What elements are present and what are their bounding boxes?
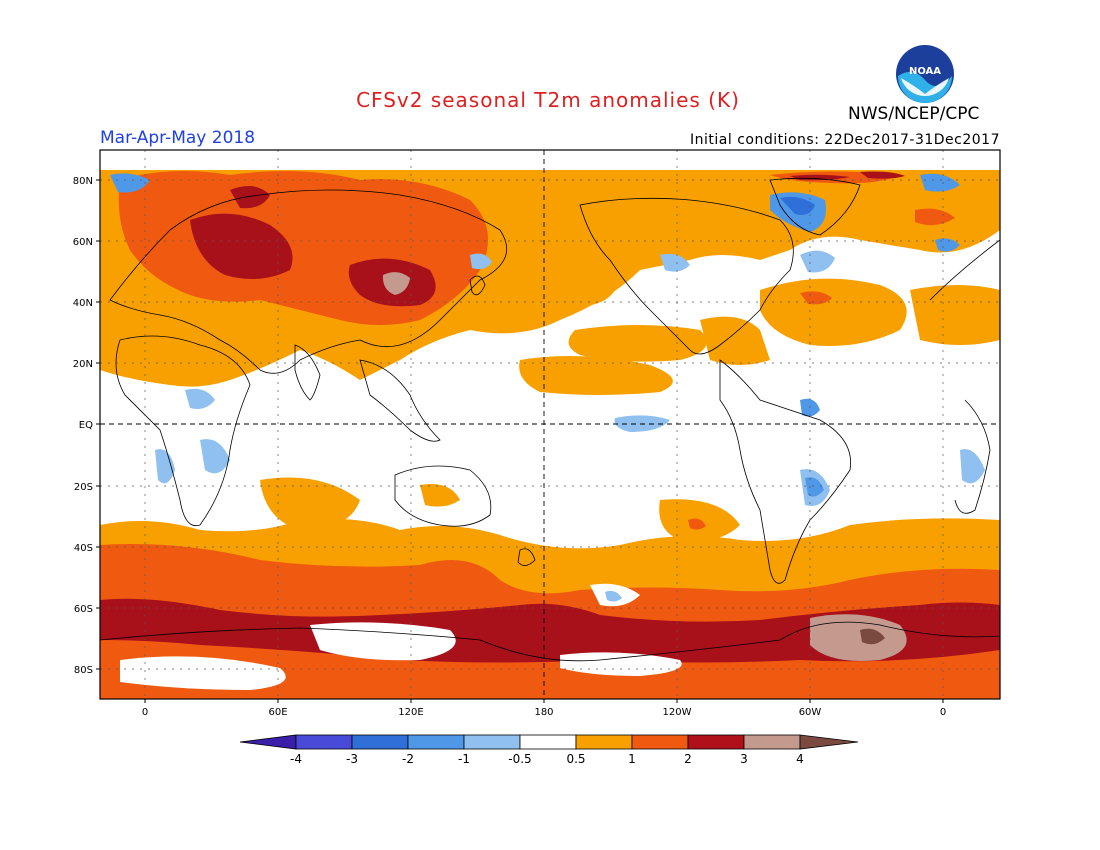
hot-region-central-asia	[190, 213, 293, 279]
colorbar-swatch	[351, 734, 409, 750]
africa-outline	[115, 335, 251, 527]
coastlines	[100, 177, 1000, 662]
colorbar-swatch	[743, 734, 801, 750]
warm-region-arctic	[580, 170, 1000, 208]
australia-outline	[394, 465, 492, 527]
logo-text: NOAA	[909, 66, 941, 77]
lat-label: 60N	[73, 237, 93, 248]
anomaly-field	[100, 150, 1000, 699]
lat-label: 40S	[74, 543, 93, 554]
colorbar-swatch	[463, 734, 521, 750]
colorbar-swatch	[575, 734, 633, 750]
colorbar-label: 3	[740, 752, 748, 766]
lat-label: 40N	[73, 298, 93, 309]
lat-label: EQ	[79, 420, 93, 431]
lon-label: 120E	[398, 707, 423, 718]
lat-label: 20N	[73, 359, 93, 370]
colorbar-swatch	[631, 734, 689, 750]
colorbar-swatch	[295, 734, 353, 750]
lon-label: 120W	[663, 707, 692, 718]
lat-label: 60S	[74, 604, 93, 615]
colorbar-label: 0.5	[566, 752, 585, 766]
colorbar-label: 2	[684, 752, 692, 766]
north-america-outline	[579, 197, 794, 355]
agency-label: NWS/NCEP/CPC	[848, 104, 980, 124]
colorbar-label: -4	[290, 752, 302, 766]
map-title: CFSv2 seasonal T2m anomalies (K)	[0, 88, 1100, 112]
extreme-region-mongolia	[382, 272, 410, 295]
forecast-period: Mar-Apr-May 2018	[100, 128, 256, 148]
colorbar-label: -2	[402, 752, 414, 766]
lon-label: 60E	[268, 707, 287, 718]
lon-label: 180	[534, 707, 553, 718]
colorbar-swatch	[799, 734, 859, 750]
lat-label: 20S	[74, 482, 93, 493]
noaa-logo: NOAA	[896, 45, 954, 103]
colorbar-swatch	[687, 734, 745, 750]
lat-label: 80N	[73, 176, 93, 187]
colorbar-swatch	[407, 734, 465, 750]
colorbar	[239, 734, 859, 750]
colorbar-label: 1	[628, 752, 636, 766]
lon-label: 0	[940, 707, 946, 718]
lon-label: 0	[142, 707, 148, 718]
colorbar-swatch	[519, 734, 577, 750]
colorbar-label: 4	[796, 752, 804, 766]
lon-label: 60W	[799, 707, 822, 718]
eurasia-outline	[109, 189, 508, 374]
graticule	[100, 150, 1000, 699]
initial-conditions: Initial conditions: 22Dec2017-31Dec2017	[690, 132, 1000, 148]
lat-label: 80S	[74, 665, 93, 676]
colorbar-label: -1	[458, 752, 470, 766]
map-title-text: CFSv2 seasonal T2m anomalies (K)	[356, 88, 740, 112]
south-america-outline	[719, 359, 852, 584]
colorbar-label: -3	[346, 752, 358, 766]
colorbar-swatch	[239, 734, 297, 750]
colorbar-label: -0.5	[508, 752, 531, 766]
